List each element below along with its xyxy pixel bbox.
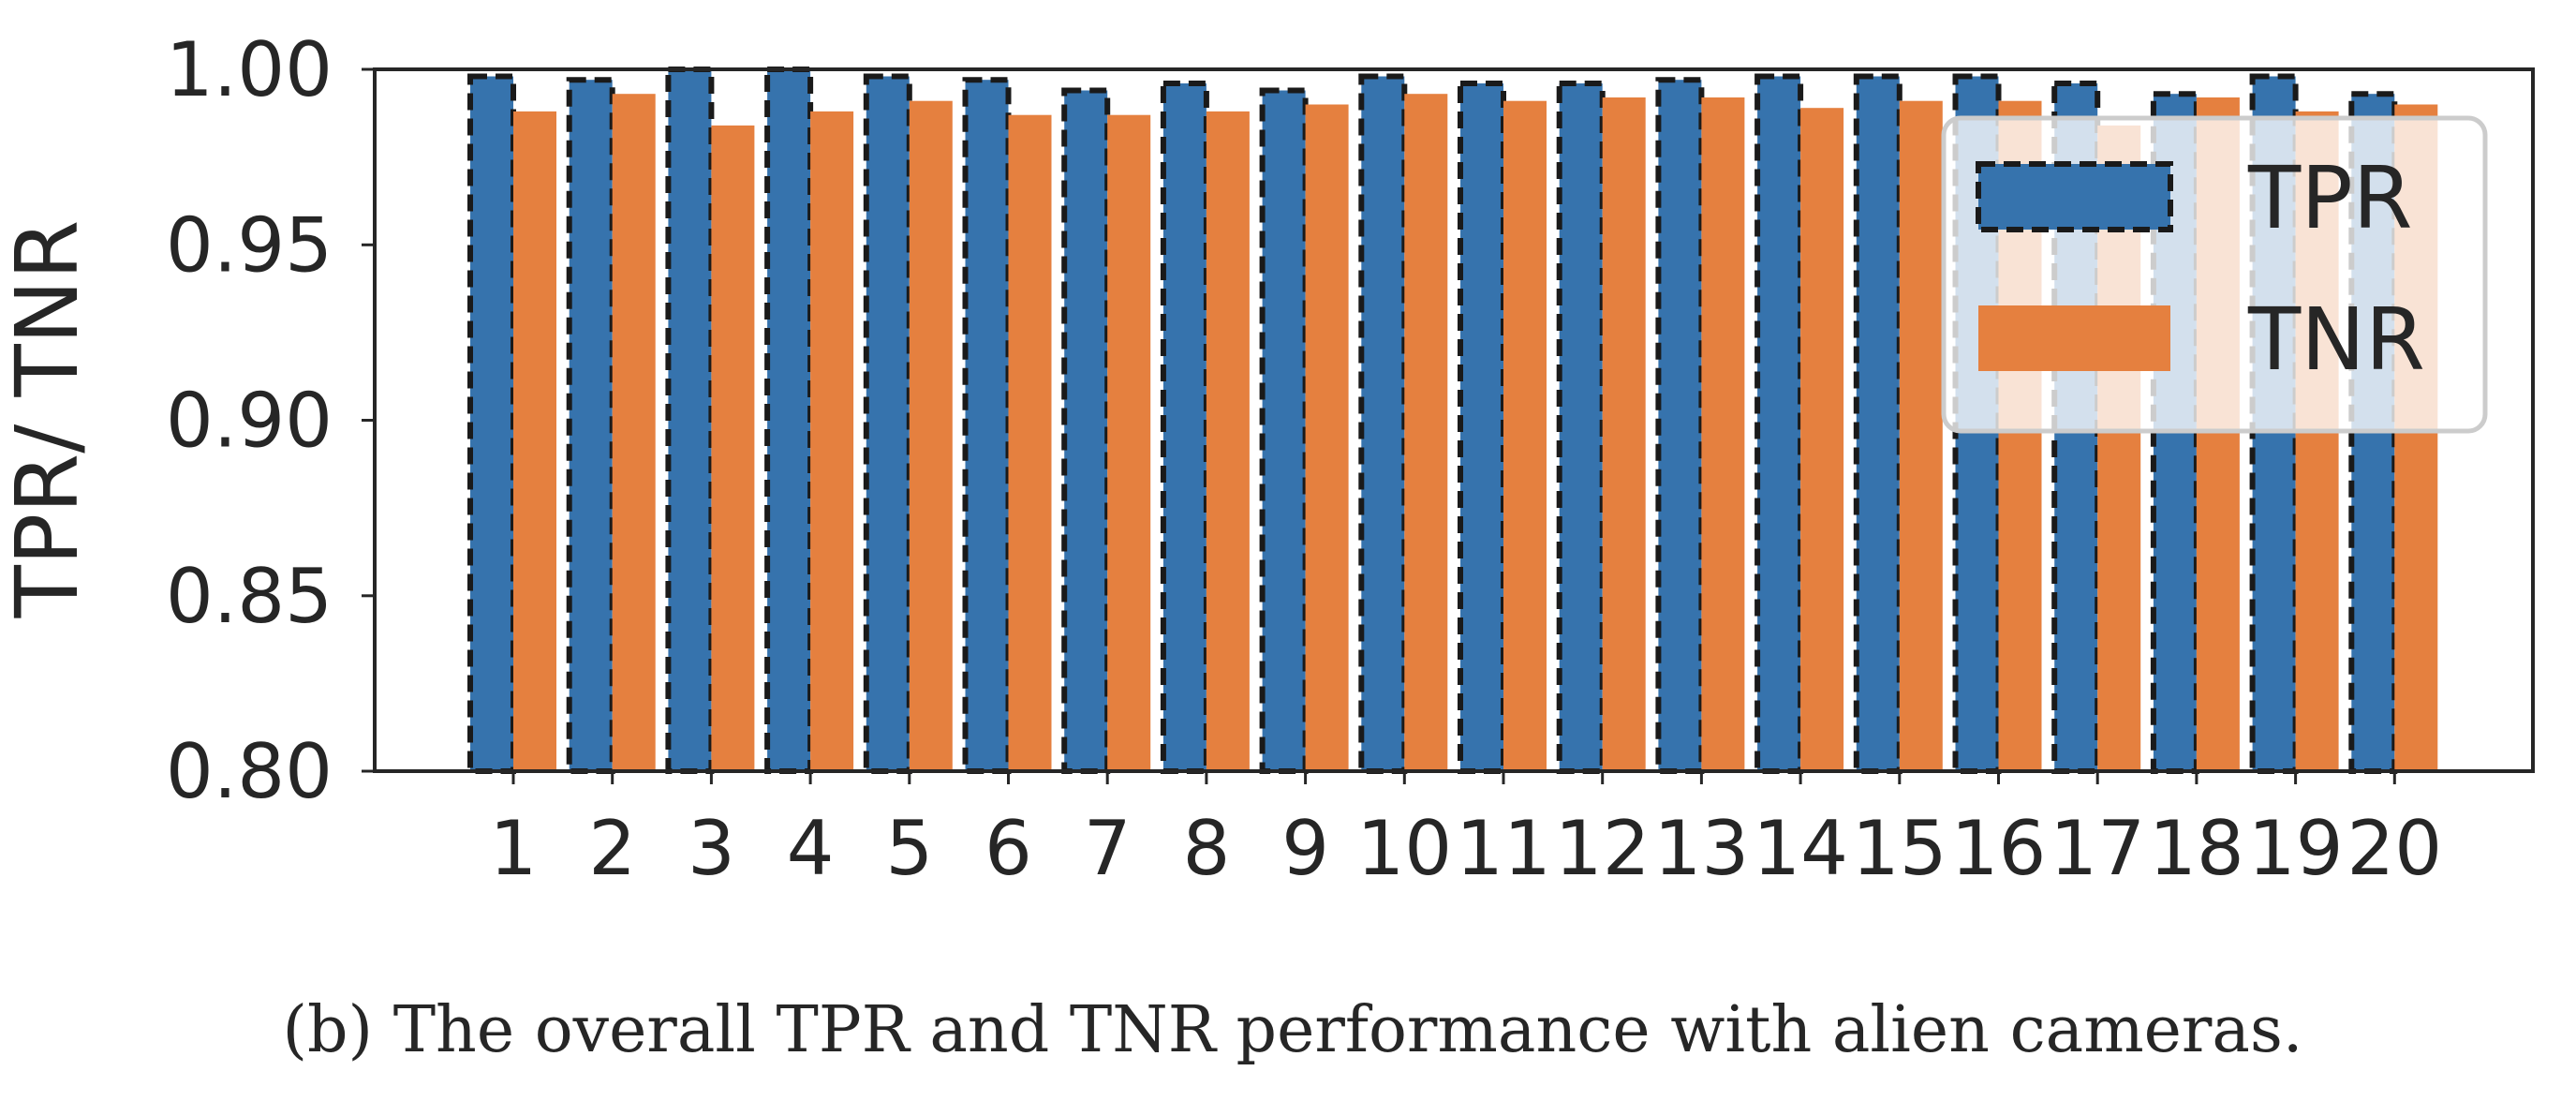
bar-tnr-1 <box>513 111 556 771</box>
bar-tpr-12 <box>1556 81 1606 774</box>
x-tick-label-7: 7 <box>1084 805 1132 892</box>
y-axis-label: TPR/ TNR <box>0 220 97 619</box>
legend: TPR TNR <box>1941 115 2488 434</box>
bar-tpr-7 <box>1061 87 1111 774</box>
y-tick-label-1.00: 1.00 <box>166 26 333 113</box>
bar-tnr-9 <box>1305 104 1349 771</box>
bar-tnr-7 <box>1107 114 1151 771</box>
bar-tnr-15 <box>1899 100 1943 771</box>
x-tick-label-18: 18 <box>2149 805 2244 892</box>
x-tick-label-10: 10 <box>1356 805 1452 892</box>
bar-tpr-15 <box>1853 73 1902 774</box>
x-tick-label-20: 20 <box>2347 805 2442 892</box>
bar-tnr-11 <box>1503 100 1547 771</box>
bar-tnr-5 <box>909 100 953 771</box>
bar-tpr-8 <box>1160 81 1209 774</box>
bar-tpr-2 <box>566 77 615 774</box>
legend-swatch-tnr <box>1978 305 2170 371</box>
x-tick-label-16: 16 <box>1951 805 2047 892</box>
bar-tpr-1 <box>467 73 516 774</box>
bar-tpr-9 <box>1259 87 1309 774</box>
bar-tpr-14 <box>1754 73 1804 774</box>
x-tick-label-9: 9 <box>1281 805 1329 892</box>
bar-tpr-6 <box>962 77 1012 774</box>
x-tick-label-1: 1 <box>490 805 538 892</box>
bar-tpr-13 <box>1655 77 1705 774</box>
x-tick-label-13: 13 <box>1654 805 1750 892</box>
x-tick-label-14: 14 <box>1753 805 1848 892</box>
y-tick-label-0.90: 0.90 <box>166 378 333 465</box>
bar-tpr-3 <box>665 67 715 774</box>
figure-caption: (b) The overall TPR and TNR performance … <box>283 993 2303 1067</box>
bar-tpr-11 <box>1458 81 1506 774</box>
bar-tnr-10 <box>1404 94 1448 771</box>
bar-tnr-12 <box>1602 97 1646 771</box>
bar-tnr-2 <box>612 94 656 771</box>
x-tick-label-11: 11 <box>1456 805 1551 892</box>
axes-layer: 1 2 3 4 5 6 7 8 9 10 11 12 13 14 15 16 17 18 19 200.800.850… <box>166 26 2535 892</box>
x-tick-label-17: 17 <box>2050 805 2145 892</box>
bar-tnr-14 <box>1800 108 1844 771</box>
x-tick-label-12: 12 <box>1555 805 1651 892</box>
bar-tpr-4 <box>764 67 814 774</box>
bar-tnr-3 <box>711 125 755 771</box>
y-tick-label-0.80: 0.80 <box>166 728 333 815</box>
bar-tnr-8 <box>1206 111 1250 771</box>
bar-tpr-5 <box>863 73 912 774</box>
x-tick-label-5: 5 <box>885 805 933 892</box>
y-tick-label-0.95: 0.95 <box>166 201 333 289</box>
x-tick-label-15: 15 <box>1852 805 1947 892</box>
x-tick-label-4: 4 <box>787 805 835 892</box>
x-tick-label-6: 6 <box>985 805 1032 892</box>
x-tick-label-3: 3 <box>688 805 735 892</box>
y-tick-label-0.85: 0.85 <box>166 553 333 640</box>
legend-label-tnr: TNR <box>2247 290 2425 390</box>
bar-tpr-10 <box>1358 73 1408 774</box>
x-tick-label-2: 2 <box>588 805 636 892</box>
legend-swatch-tpr <box>1976 161 2173 232</box>
bar-tnr-4 <box>810 111 854 771</box>
bar-tnr-6 <box>1008 114 1052 771</box>
x-tick-label-8: 8 <box>1182 805 1230 892</box>
x-tick-label-19: 19 <box>2248 805 2344 892</box>
bar-tnr-13 <box>1701 97 1745 771</box>
legend-label-tpr: TPR <box>2247 148 2413 248</box>
